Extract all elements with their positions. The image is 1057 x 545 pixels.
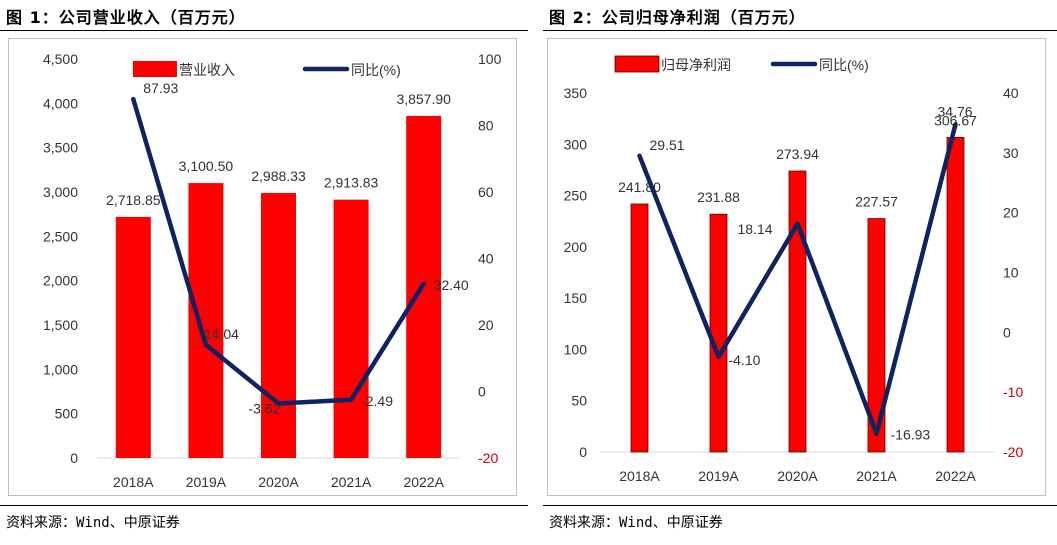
bar-data-label: 227.57 (855, 194, 898, 210)
y-right-tick-label: -20 (1003, 444, 1023, 460)
y-left-tick-label: 50 (571, 393, 587, 409)
x-tick-label: 2018A (619, 468, 660, 484)
chart-frame (8, 38, 517, 496)
legend-bar-swatch (614, 55, 660, 73)
y-left-tick-label: 500 (55, 406, 79, 422)
line-data-label: -4.10 (729, 352, 761, 368)
y-left-tick-label: 1,000 (43, 361, 78, 377)
x-tick-label: 2019A (186, 474, 227, 490)
net-profit-figure: 图 2：公司归母净利润（百万元） 0 50 100 150 200 250 300 350 -2… (543, 0, 1057, 545)
y-left-tick-label: 3,500 (43, 140, 78, 156)
y-left-tick-label: 3,000 (43, 184, 78, 200)
y-right-tick-label: 30 (1003, 145, 1019, 161)
bar-data-label: 3,857.90 (396, 91, 451, 107)
bar (188, 183, 224, 459)
bar-data-label: 3,100.50 (179, 158, 234, 174)
legend-line-label: 同比(%) (819, 57, 869, 73)
line-data-label: 29.51 (650, 137, 685, 153)
line-data-label: -3.62 (249, 401, 281, 417)
chart-frame (547, 38, 1046, 496)
x-tick-label: 2022A (935, 468, 976, 484)
y-left-tick-label: 300 (564, 136, 588, 152)
legend-bar-label: 归母净利润 (661, 57, 731, 73)
net-profit-chart: 050100150200250300350-20-10010203040241.… (564, 55, 1023, 484)
x-tick-label: 2019A (698, 468, 739, 484)
line-data-label: 34.76 (938, 103, 973, 119)
y-right-tick-label: 60 (478, 184, 494, 200)
bar (709, 213, 728, 453)
bar (946, 137, 965, 453)
y-right-tick-label: 0 (1003, 324, 1011, 340)
figure-title: 图 2：公司归母净利润（百万元） (549, 8, 806, 27)
bar-data-label: 306.67 (934, 112, 977, 128)
revenue-figure: 图 1：公司营业收入（百万元） 0 500 1,000 1,500 2,000 2,500… (0, 0, 528, 545)
bar (115, 216, 151, 458)
bar-data-label: 273.94 (776, 146, 819, 162)
bar-data-label: 2,718.85 (106, 192, 161, 208)
bar-data-label: 231.88 (697, 189, 740, 205)
y-left-tick-label: 0 (70, 450, 78, 466)
x-tick-label: 2018A (113, 474, 154, 490)
x-tick-label: 2021A (331, 474, 372, 490)
y-right-tick-label: 20 (1003, 205, 1019, 221)
legend-bar-swatch (133, 61, 177, 77)
revenue-chart: 0 500 1,000 1,500 2,000 2,500 3,000 3,500 4,000 4… (43, 51, 502, 490)
y-left-tick-label: 150 (564, 290, 588, 306)
y-left-tick-label: 2,500 (43, 228, 78, 244)
bar (788, 170, 807, 453)
y-right-tick-label: 20 (478, 317, 494, 333)
bar (261, 193, 296, 459)
y-right-tick-label: 100 (478, 51, 502, 67)
source-note: 资料来源：Wind、中原证券 (549, 515, 723, 531)
y-left-tick-label: 200 (564, 239, 588, 255)
y-right-tick-label: -10 (1003, 384, 1023, 400)
figure-title: 图 1：公司营业收入（百万元） (6, 8, 246, 27)
y-left-tick-label: 0 (579, 444, 587, 460)
x-tick-label: 2020A (258, 474, 299, 490)
y-left-tick-label: 2,000 (43, 273, 78, 289)
y-left-tick-label: 4,000 (43, 95, 78, 111)
y-right-tick-label: 10 (1003, 265, 1019, 281)
line-data-label: -16.93 (891, 427, 931, 443)
y-right-tick-label: -20 (478, 450, 498, 466)
title-rule (0, 30, 528, 31)
line-data-label: 18.14 (738, 221, 773, 237)
line-data-label: -2.49 (361, 393, 393, 409)
y-left-tick-label: 350 (564, 85, 588, 101)
legend-line-label: 同比(%) (351, 62, 401, 78)
x-tick-label: 2021A (856, 468, 897, 484)
x-tick-label: 2022A (403, 474, 444, 490)
y-right-tick-label: 40 (478, 251, 494, 267)
bar (630, 203, 649, 453)
line-data-label: 87.93 (143, 80, 178, 96)
y-left-tick-label: 250 (564, 188, 588, 204)
source-rule (543, 505, 1057, 506)
x-tick-label: 2020A (777, 468, 818, 484)
bar (333, 199, 369, 458)
bar (867, 218, 886, 453)
y-left-tick-label: 4,500 (43, 51, 78, 67)
y-right-tick-label: 40 (1003, 85, 1019, 101)
y-right-tick-label: 80 (478, 118, 494, 134)
y-left-tick-label: 1,500 (43, 317, 78, 333)
y-left-tick-label: 100 (564, 341, 588, 357)
source-note: 资料来源：Wind、中原证券 (6, 515, 180, 531)
bar-data-label: 2,913.83 (324, 175, 379, 191)
source-rule (0, 505, 528, 506)
y-right-tick-label: 0 (478, 384, 486, 400)
line-data-label: 14.04 (204, 326, 239, 342)
bar-data-label: 2,988.33 (251, 168, 306, 184)
legend-bar-label: 营业收入 (179, 62, 235, 78)
title-rule (543, 30, 1057, 31)
line-data-label: 32.40 (434, 277, 469, 293)
